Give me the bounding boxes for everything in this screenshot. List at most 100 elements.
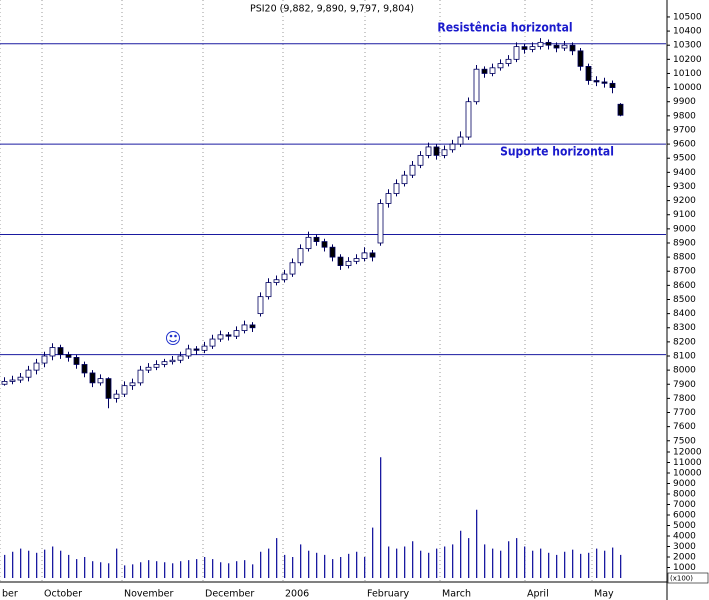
candle-body xyxy=(489,67,496,74)
y-tick-label: 7000 xyxy=(673,500,696,510)
candle-body xyxy=(49,347,56,357)
volume-bar xyxy=(356,551,358,578)
volume-bar xyxy=(164,562,166,578)
y-tick-label: 9300 xyxy=(673,182,696,192)
x-tick-label: November xyxy=(124,589,174,600)
y-tick-label: 7800 xyxy=(673,394,696,404)
volume-bar xyxy=(564,551,566,578)
candle-body xyxy=(265,282,272,298)
candle-body xyxy=(225,334,232,337)
volume-bar xyxy=(156,561,158,578)
candle-body xyxy=(161,361,168,365)
volume-bar xyxy=(484,544,486,578)
volume-bar xyxy=(20,548,22,578)
candle-body xyxy=(153,364,160,368)
candle-body xyxy=(329,246,336,258)
x-tick-label: April xyxy=(527,589,549,600)
candle-body xyxy=(617,103,624,116)
candle-body xyxy=(233,330,240,337)
y-tick-label: 12000 xyxy=(673,448,702,458)
candle-body xyxy=(177,355,184,361)
y-tick-label: 7500 xyxy=(673,436,696,446)
y-tick-label: 9000 xyxy=(673,224,696,234)
candle-body xyxy=(113,393,120,399)
unit-box xyxy=(667,572,709,584)
chart-title: PSI20 (9,882, 9,890, 9,797, 9,804) xyxy=(250,4,414,15)
candle-body xyxy=(89,372,96,384)
volume-bar xyxy=(388,546,390,578)
volume-bar xyxy=(436,548,438,578)
y-tick-label: 10300 xyxy=(673,41,702,51)
candle-body xyxy=(441,149,448,156)
candle-body xyxy=(529,46,536,50)
volume-bar xyxy=(28,550,30,578)
volume-bar xyxy=(548,552,550,578)
candle-body xyxy=(73,357,80,365)
x-tick-label: 2006 xyxy=(285,589,309,600)
candle-body xyxy=(81,364,88,374)
candle-body xyxy=(593,80,600,83)
y-tick-label: 9700 xyxy=(673,125,696,135)
volume-bar xyxy=(476,509,478,578)
volume-bar xyxy=(100,562,102,578)
volume-bar xyxy=(460,530,462,578)
volume-bar xyxy=(612,547,614,578)
candle-body xyxy=(201,345,208,351)
candle-body xyxy=(585,65,592,81)
candle-body xyxy=(409,164,416,176)
y-tick-label: 9800 xyxy=(673,111,696,121)
y-tick-label: 8000 xyxy=(673,366,696,376)
candle-body xyxy=(17,376,24,381)
candle-body xyxy=(561,44,568,49)
candle-body xyxy=(145,366,152,371)
candle-body xyxy=(425,146,432,156)
candle-body xyxy=(57,347,64,355)
candle-body xyxy=(369,252,376,258)
candle-body xyxy=(521,46,528,50)
candle-body xyxy=(449,143,456,151)
candle-body xyxy=(361,252,368,259)
y-tick-label: 7900 xyxy=(673,380,696,390)
candle-body xyxy=(481,68,488,74)
volume-bar xyxy=(68,554,70,578)
y-tick-label: 9400 xyxy=(673,168,696,178)
smiley xyxy=(166,331,180,345)
annotation: Suporte horizontal xyxy=(500,145,614,159)
volume-bar xyxy=(276,538,278,578)
candle-body xyxy=(121,385,128,395)
candle-body xyxy=(97,378,104,384)
volume-bar xyxy=(140,562,142,578)
volume-bar xyxy=(124,565,126,578)
candle-body xyxy=(169,359,176,363)
y-tick-label: 8300 xyxy=(673,323,696,333)
y-tick-label: 4000 xyxy=(673,532,696,542)
candle-body xyxy=(217,334,224,340)
y-tick-label: 9000 xyxy=(673,479,696,489)
y-tick-label: 3000 xyxy=(673,542,696,552)
candle-body xyxy=(41,355,48,364)
y-tick-label: 10500 xyxy=(673,12,702,22)
candle-body xyxy=(281,273,288,281)
candle-body xyxy=(577,50,584,67)
volume-bar xyxy=(620,554,622,578)
candle-body xyxy=(545,41,552,46)
candle-body xyxy=(609,82,616,88)
candle-body xyxy=(473,68,480,103)
volume-bar xyxy=(428,552,430,578)
volume-bar xyxy=(92,561,94,578)
volume-bar xyxy=(324,554,326,578)
candle-body xyxy=(241,324,248,331)
volume-bar xyxy=(556,554,558,578)
volume-bar xyxy=(380,457,382,578)
y-tick-label: 8000 xyxy=(673,490,696,500)
candle-body xyxy=(377,203,384,244)
y-tick-label: 8800 xyxy=(673,253,696,263)
candle-body xyxy=(209,338,216,347)
volume-bar xyxy=(268,548,270,578)
y-tick-label: 10400 xyxy=(673,27,702,37)
y-unit-label: (x100) xyxy=(670,575,693,583)
volume-bar xyxy=(300,544,302,578)
y-tick-label: 9600 xyxy=(673,140,696,150)
volume-bar xyxy=(540,548,542,578)
